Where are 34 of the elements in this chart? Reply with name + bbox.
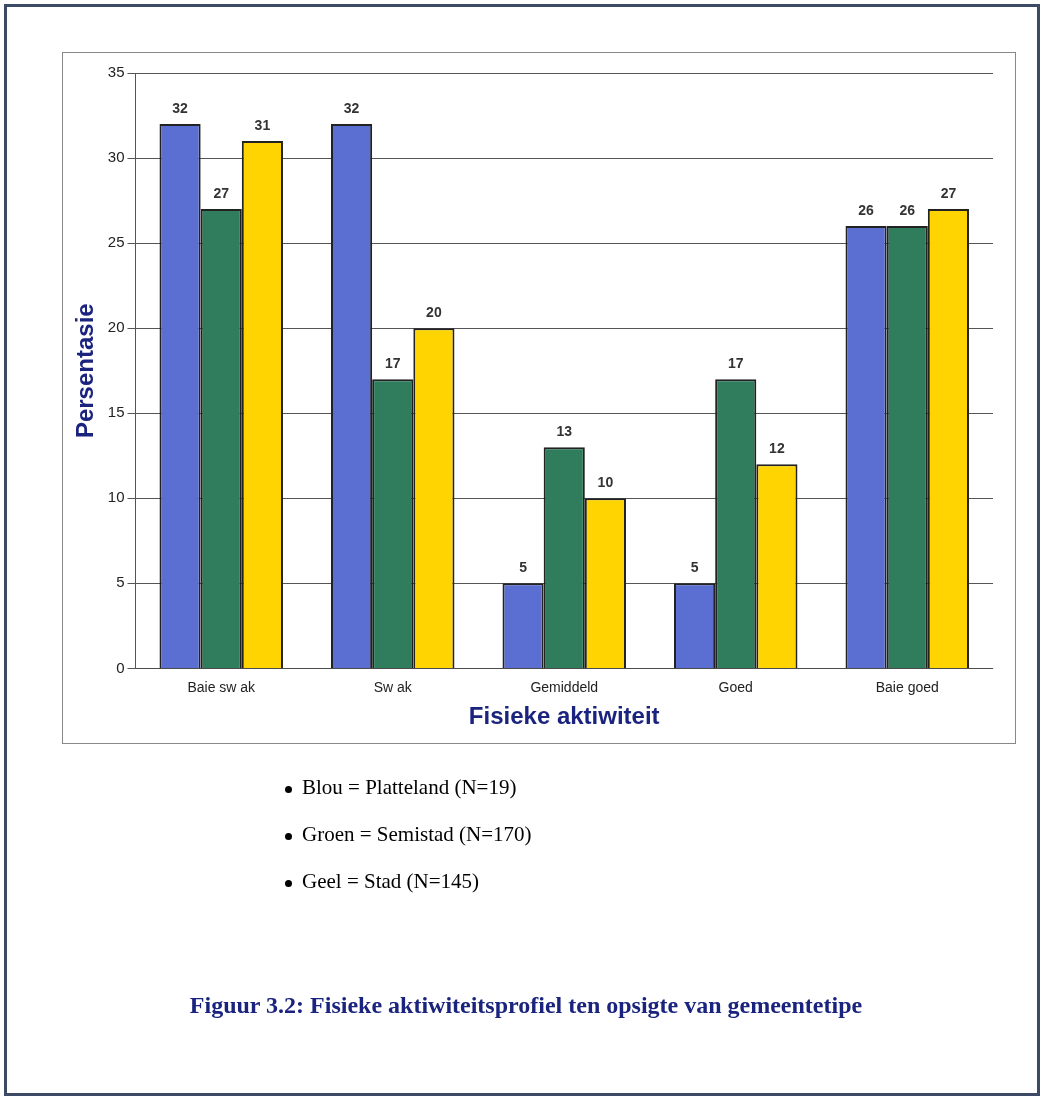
data-label: 32 xyxy=(343,99,360,116)
text: Groen = Semistad (N=170) xyxy=(302,822,532,846)
data-label: 10 xyxy=(597,474,614,491)
x-tick-label: Baie sw ak xyxy=(187,678,257,695)
text: Blou = Platteland (N=19) xyxy=(302,775,517,799)
x-tick-label: Goed xyxy=(718,678,753,695)
data-label: 5 xyxy=(690,559,699,576)
y-tick-label: 35 xyxy=(107,63,125,81)
data-label: 26 xyxy=(899,201,916,218)
x-tick-label: Gemiddeld xyxy=(530,678,599,695)
text: Geel = Stad (N=145) xyxy=(302,869,480,893)
x-tick-label: Sw ak xyxy=(373,678,413,695)
y-tick-label: 25 xyxy=(107,233,125,251)
text: Figuur 3.2: Fisieke aktiwiteitsprofiel ten opsigte van gemeentetipe xyxy=(188,992,864,1019)
y-tick-label: 10 xyxy=(107,488,125,506)
data-label: 5 xyxy=(519,559,528,576)
y-tick-label: 30 xyxy=(107,148,125,166)
y-axis-title: Persentasie xyxy=(71,303,99,439)
data-label: 17 xyxy=(727,355,744,372)
data-label: 27 xyxy=(213,184,230,201)
y-tick-label: 0 xyxy=(116,658,125,676)
data-label: 27 xyxy=(940,184,957,201)
data-label: 31 xyxy=(254,116,271,133)
y-tick-label: 5 xyxy=(116,573,125,591)
data-label: 26 xyxy=(858,201,875,218)
data-label: 13 xyxy=(556,423,573,440)
data-label: 20 xyxy=(426,304,442,321)
x-axis-title: Fisieke aktiwiteit xyxy=(468,702,660,730)
x-tick-label: Baie goed xyxy=(875,678,939,695)
y-tick-label: 15 xyxy=(107,403,125,421)
data-label: 12 xyxy=(769,440,785,457)
data-label: 32 xyxy=(172,99,189,116)
y-tick-label: 20 xyxy=(107,318,125,336)
data-label: 17 xyxy=(384,355,401,372)
